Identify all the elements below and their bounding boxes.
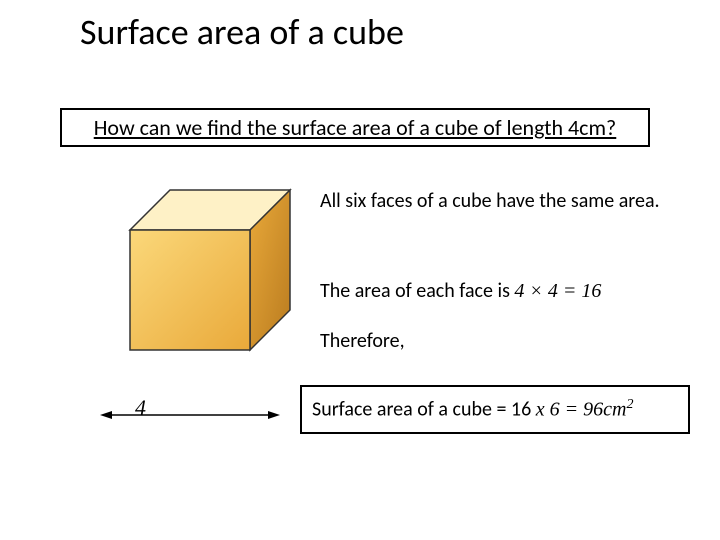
paragraph-area: The area of each face is 4 × 4 = 16 — [320, 280, 700, 303]
cube-svg — [110, 170, 300, 370]
area-expr: 4 × 4 = 16 — [514, 280, 601, 302]
formula-result: = 96cm — [565, 399, 627, 421]
paragraph-faces: All six faces of a cube have the same ar… — [320, 190, 680, 213]
dimension-arrow — [100, 408, 280, 422]
area-prefix: The area of each face is — [320, 279, 514, 303]
formula-prefix: Surface area of a cube = 16 — [312, 398, 536, 422]
cube-diagram — [110, 170, 300, 370]
formula-box: Surface area of a cube = 16 x 6 = 96cm2 — [300, 385, 690, 434]
page-title: Surface area of a cube — [80, 10, 404, 54]
formula-exponent: 2 — [626, 397, 633, 412]
cube-front-face — [130, 230, 250, 350]
question-box: How can we find the surface area of a cu… — [60, 108, 650, 147]
formula-mid: x 6 — [536, 399, 565, 421]
paragraph-therefore: Therefore, — [320, 330, 680, 353]
slide: Surface area of a cube How can we find t… — [0, 0, 720, 540]
